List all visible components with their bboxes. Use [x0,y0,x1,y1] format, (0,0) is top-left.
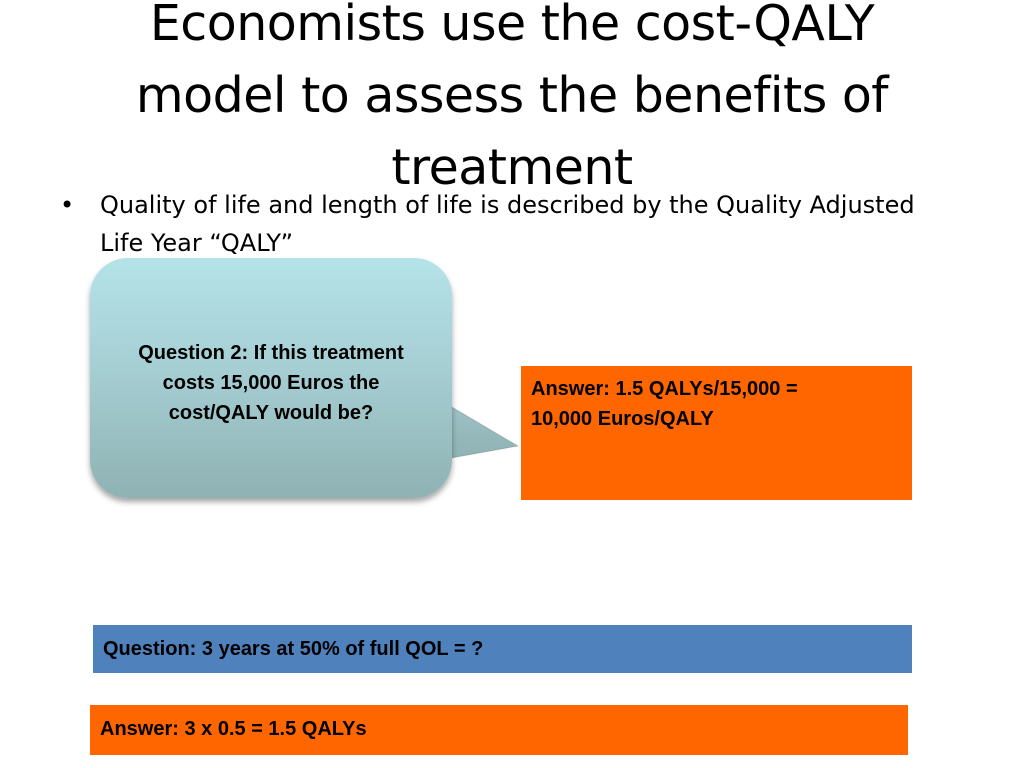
callout-line-3: cost/QALY would be? [168,402,374,424]
question-box-qol: Question: 3 years at 50% of full QOL = ? [93,625,912,673]
answer-box-qalys: Answer: 3 x 0.5 = 1.5 QALYs [90,705,908,755]
callout-text: Question 2: If this treatment costs 15,0… [90,338,452,428]
callout-line-1: Question 2: If this treatment [138,342,404,364]
title-line-2: model to assess the benefits of [135,67,889,124]
answer-1-line-1: Answer: 1.5 QALYs/15,000 = [531,378,798,400]
bullet-list: • Quality of life and length of life is … [60,186,930,262]
answer-1-line-2: 10,000 Euros/QALY [531,408,714,430]
callout-pointer-icon [440,399,520,461]
callout-line-2: costs 15,000 Euros the [162,372,380,394]
question-callout: Question 2: If this treatment costs 15,0… [90,258,452,498]
title-line-1: Economists use the cost-QALY [149,0,875,52]
answer-box-cost-per-qaly: Answer: 1.5 QALYs/15,000 = 10,000 Euros/… [521,366,912,500]
title-line-3: treatment [391,139,633,196]
bullet-item: • Quality of life and length of life is … [60,186,930,262]
bullet-text: Quality of life and length of life is de… [100,191,915,257]
slide-title: Economists use the cost-QALY model to as… [60,0,964,204]
answer-2-text: Answer: 3 x 0.5 = 1.5 QALYs [100,718,367,740]
question-text: Question: 3 years at 50% of full QOL = ? [103,638,484,660]
bullet-dot-icon: • [60,191,75,219]
